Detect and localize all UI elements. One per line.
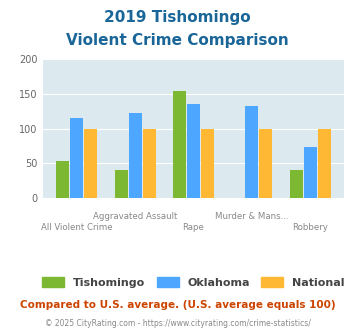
Legend: Tishomingo, Oklahoma, National: Tishomingo, Oklahoma, National: [38, 273, 349, 292]
Bar: [70, 118, 83, 198]
Bar: [187, 105, 200, 198]
Bar: [84, 129, 97, 198]
Text: Rape: Rape: [182, 223, 204, 232]
Bar: [115, 170, 127, 198]
Bar: [143, 129, 155, 198]
Bar: [56, 161, 69, 198]
Bar: [290, 170, 302, 198]
Text: Robbery: Robbery: [292, 223, 328, 232]
Text: © 2025 CityRating.com - https://www.cityrating.com/crime-statistics/: © 2025 CityRating.com - https://www.city…: [45, 319, 310, 328]
Text: Aggravated Assault: Aggravated Assault: [93, 212, 177, 221]
Bar: [245, 106, 258, 198]
Text: Compared to U.S. average. (U.S. average equals 100): Compared to U.S. average. (U.S. average …: [20, 300, 335, 310]
Text: 2019 Tishomingo: 2019 Tishomingo: [104, 10, 251, 25]
Bar: [173, 91, 186, 198]
Bar: [129, 113, 142, 198]
Bar: [201, 129, 214, 198]
Bar: [304, 147, 317, 198]
Text: Murder & Mans...: Murder & Mans...: [215, 212, 289, 221]
Bar: [318, 129, 331, 198]
Text: All Violent Crime: All Violent Crime: [41, 223, 113, 232]
Text: Violent Crime Comparison: Violent Crime Comparison: [66, 33, 289, 48]
Bar: [260, 129, 272, 198]
